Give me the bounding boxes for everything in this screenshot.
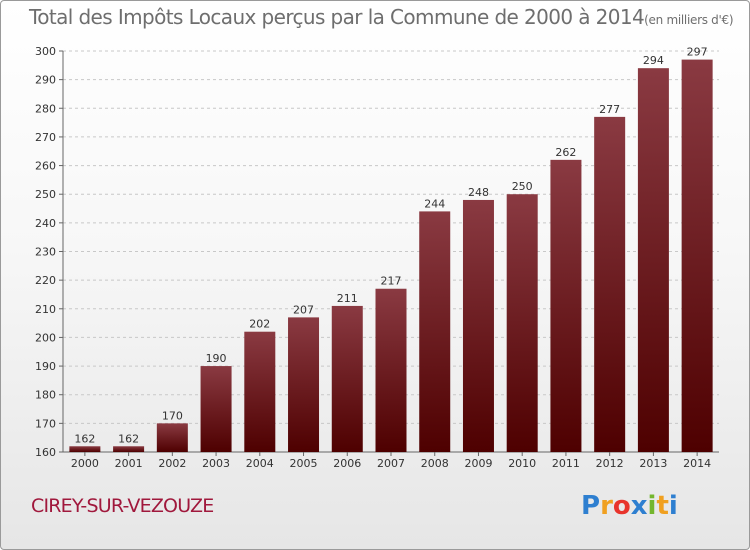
x-tick-label: 2012 <box>596 457 624 470</box>
y-tick-label: 250 <box>35 188 56 201</box>
bar <box>113 446 145 452</box>
x-tick-label: 2009 <box>464 457 492 470</box>
chart-title: Total des Impôts Locaux perçus par la Co… <box>29 5 734 29</box>
x-tick-label: 2007 <box>377 457 405 470</box>
bar <box>550 159 582 453</box>
x-tick-label: 2006 <box>333 457 361 470</box>
y-tick-label: 300 <box>35 45 56 58</box>
logo-letter: P <box>581 491 601 521</box>
x-tick-label: 2013 <box>639 457 667 470</box>
bar <box>156 423 188 452</box>
logo-letter: x <box>630 491 648 521</box>
x-tick-label: 2010 <box>508 457 536 470</box>
bar-value-label: 248 <box>468 186 489 199</box>
bar-value-label: 244 <box>424 197 445 210</box>
x-tick-label: 2014 <box>683 457 711 470</box>
x-tick-label: 2002 <box>158 457 186 470</box>
x-tick-label: 2000 <box>71 457 99 470</box>
y-tick-label: 220 <box>35 274 56 287</box>
x-tick-label: 2008 <box>421 457 449 470</box>
y-tick-label: 230 <box>35 246 56 259</box>
y-tick-label: 190 <box>35 360 56 373</box>
y-tick-label: 240 <box>35 217 56 230</box>
y-tick-label: 290 <box>35 74 56 87</box>
y-tick-label: 200 <box>35 331 56 344</box>
y-tick-label: 160 <box>35 446 56 459</box>
bar <box>419 211 451 452</box>
bar <box>375 288 407 452</box>
bar <box>200 366 232 452</box>
x-tick-label: 2003 <box>202 457 230 470</box>
proxiti-logo: Proxiti <box>581 491 678 521</box>
x-tick-label: 2001 <box>115 457 143 470</box>
bar <box>506 194 538 452</box>
bar-value-label: 250 <box>512 180 533 193</box>
bar <box>681 59 713 452</box>
bar-value-label: 217 <box>381 275 402 288</box>
bar <box>244 331 276 452</box>
logo-letter: i <box>647 491 657 521</box>
bar-value-label: 162 <box>74 432 95 445</box>
bar <box>637 68 669 452</box>
bar <box>331 305 363 452</box>
bar-value-label: 297 <box>687 46 708 59</box>
bar-value-label: 294 <box>643 54 664 67</box>
logo-letter: t <box>656 491 669 521</box>
y-tick-label: 180 <box>35 389 56 402</box>
bar <box>288 317 320 452</box>
bar-value-label: 202 <box>249 318 270 331</box>
y-tick-label: 270 <box>35 131 56 144</box>
bar-value-label: 190 <box>206 352 227 365</box>
y-tick-label: 260 <box>35 160 56 173</box>
y-tick-label: 280 <box>35 102 56 115</box>
commune-name: CIREY-SUR-VEZOUZE <box>31 495 214 517</box>
x-tick-label: 2011 <box>552 457 580 470</box>
y-tick-label: 210 <box>35 303 56 316</box>
logo-letter: i <box>668 491 678 521</box>
x-tick-label: 2005 <box>290 457 318 470</box>
y-tick-label: 170 <box>35 417 56 430</box>
bar-value-label: 207 <box>293 303 314 316</box>
chart-title-unit: (en milliers d'€) <box>644 13 734 27</box>
bar-value-label: 170 <box>162 409 183 422</box>
logo-letter: o <box>612 491 631 521</box>
bar-value-label: 277 <box>599 103 620 116</box>
x-tick-label: 2004 <box>246 457 274 470</box>
bar-value-label: 162 <box>118 432 139 445</box>
bar <box>462 199 494 452</box>
logo-letter: r <box>600 491 613 521</box>
bar-value-label: 262 <box>555 146 576 159</box>
bar <box>69 446 101 452</box>
bar-value-label: 211 <box>337 292 358 305</box>
bar <box>594 116 626 452</box>
